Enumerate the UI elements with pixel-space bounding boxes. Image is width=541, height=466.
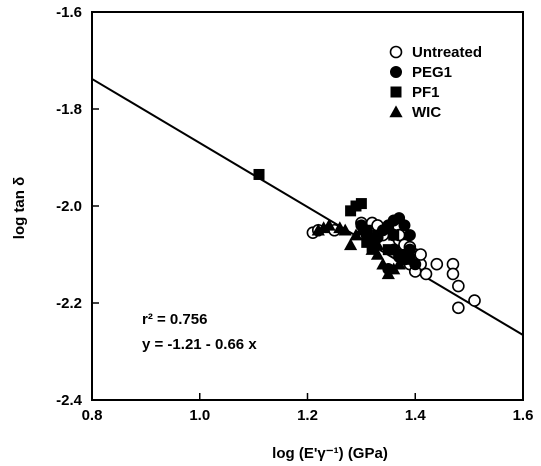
data-point-pf1: [372, 229, 384, 241]
data-point-pf1: [361, 224, 373, 236]
legend: Untreated PEG1 PF1 WIC: [389, 44, 482, 121]
fit-equation-annotation: y = -1.21 - 0.66 x: [142, 336, 257, 353]
legend-label-untreated: Untreated: [412, 44, 482, 61]
x-tick-label: 1.6: [513, 407, 534, 424]
data-point-wic: [397, 247, 412, 260]
legend-marker-peg1: [390, 66, 402, 78]
x-tick-label: 1.2: [297, 407, 318, 424]
x-tick-label: 1.0: [189, 407, 210, 424]
legend-label-wic: WIC: [412, 104, 441, 121]
data-point-wic: [370, 247, 385, 260]
y-tick-label: -2.0: [56, 198, 82, 215]
data-points: [253, 168, 481, 315]
x-tick-label: 1.4: [405, 407, 427, 424]
legend-marker-wic: [389, 105, 403, 118]
data-point-pf1: [253, 168, 265, 180]
data-point-peg1: [398, 219, 411, 232]
data-point-wic: [322, 218, 336, 231]
x-axis-title: log (E'γ⁻¹) (GPa): [272, 445, 388, 462]
data-point-untreated: [430, 257, 444, 271]
annotations: r² = 0.756 y = -1.21 - 0.66 x: [142, 311, 257, 353]
y-tick-label: -1.6: [56, 4, 82, 21]
axis-ticks: 0.8 1.0 1.2 1.4 1.6 -1.6 -1.8 -2.0 -2.2 -2.4: [56, 4, 533, 424]
legend-label-peg1: PEG1: [412, 64, 452, 81]
legend-marker-untreated: [389, 45, 403, 59]
data-point-wic: [344, 238, 358, 251]
y-tick-label: -2.2: [56, 295, 82, 312]
data-point-untreated: [419, 267, 433, 281]
legend-label-pf1: PF1: [412, 84, 440, 101]
data-point-untreated: [446, 267, 460, 281]
data-point-wic: [392, 257, 406, 270]
regression-line: [91, 78, 524, 336]
data-point-untreated: [414, 248, 427, 261]
data-point-pf1: [388, 229, 400, 241]
x-tick-label: 0.8: [82, 407, 103, 424]
y-tick-label: -1.8: [56, 101, 82, 118]
data-point-pf1: [382, 244, 394, 256]
r-squared-annotation: r² = 0.756: [142, 311, 207, 328]
data-point-pf1: [355, 198, 367, 210]
regression-line-group: [91, 78, 524, 336]
y-tick-label: -2.4: [56, 392, 83, 409]
data-point-untreated: [452, 279, 465, 293]
legend-marker-pf1: [390, 86, 402, 98]
r-squared-text: r² = 0.756: [142, 311, 207, 328]
data-point-wic: [338, 223, 352, 236]
data-point-peg1: [403, 229, 416, 242]
data-point-untreated: [452, 301, 465, 315]
data-point-wic: [376, 257, 390, 270]
data-point-untreated: [468, 294, 481, 307]
data-point-wic: [370, 238, 385, 251]
data-point-wic: [354, 223, 368, 236]
y-axis-title: log tan δ: [11, 177, 28, 239]
series-wic: [311, 218, 412, 280]
